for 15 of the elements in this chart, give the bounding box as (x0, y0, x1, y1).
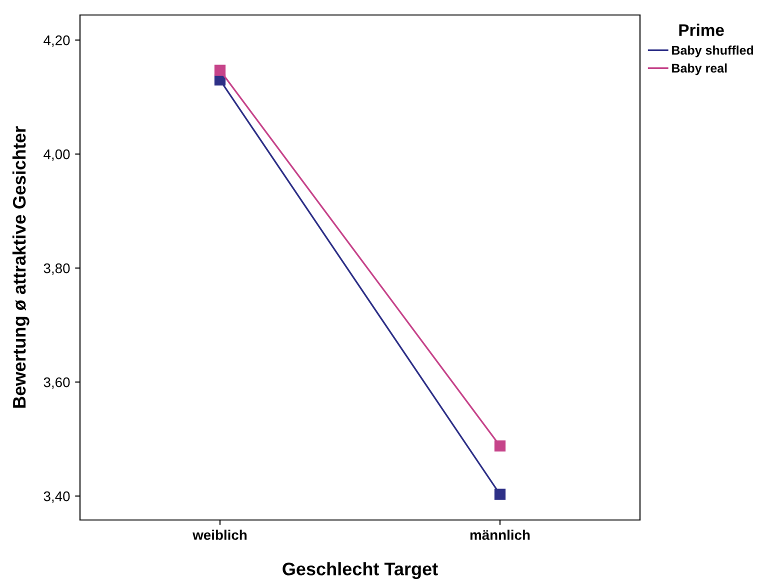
legend-label: Baby shuffled (672, 46, 754, 58)
y-tick-label: 4,00 (44, 149, 70, 161)
point (214, 64, 226, 76)
x-tick-label: weiblich (192, 530, 247, 540)
y-axis-title: Bewertung ø attraktive Gesichter (12, 126, 30, 408)
x-axis-title: Geschlecht Target (282, 562, 438, 580)
y-tick-label: 4,20 (44, 35, 70, 47)
y-tick-label: 3,80 (44, 263, 70, 275)
legend-title: Prime (679, 24, 724, 36)
point (494, 440, 506, 452)
legend-label: Baby real (672, 63, 727, 76)
x-tick-label: männlich (470, 530, 530, 540)
y-tick-label: 3,40 (44, 491, 70, 503)
point (494, 488, 506, 500)
y-tick-label: 3,60 (44, 377, 70, 389)
